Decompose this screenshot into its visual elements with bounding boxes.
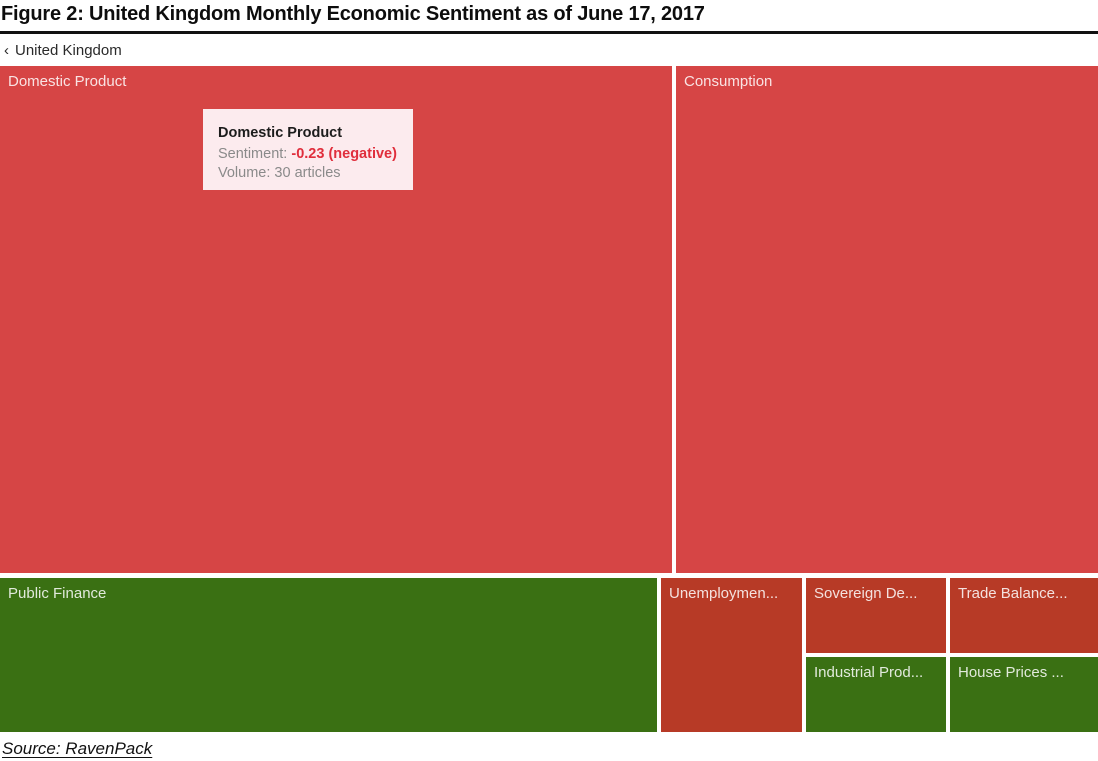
treemap-cell-sovereign-debt[interactable]: Sovereign De... [806, 578, 946, 653]
treemap-cell-label: House Prices ... [958, 664, 1064, 681]
tooltip-title: Domestic Product [218, 125, 343, 141]
treemap-cell-public-finance[interactable]: Public Finance [0, 578, 657, 732]
treemap: Domestic Product Consumption Public Financ… [0, 66, 1098, 732]
treemap-cell-label: Domestic Product [8, 73, 127, 90]
treemap-cell-label: Sovereign De... [814, 585, 918, 602]
tooltip-sentiment-line: Sentiment: -0.23 (negative) [218, 145, 413, 164]
figure-title: Figure 2: United Kingdom Monthly Economi… [1, 3, 705, 25]
treemap-cell-label: Consumption [684, 73, 773, 90]
back-chevron-icon[interactable]: ‹ [4, 42, 9, 59]
treemap-cell-house-prices[interactable]: House Prices ... [950, 657, 1098, 732]
treemap-cell-unemployment[interactable]: Unemploymen... [661, 578, 802, 732]
treemap-cell-consumption[interactable]: Consumption [676, 66, 1098, 573]
tooltip-sentiment-value: -0.23 (negative) [291, 146, 397, 162]
tooltip: Domestic Product Sentiment: -0.23 (negat… [203, 109, 413, 190]
treemap-cell-label: Trade Balance... [958, 585, 1068, 602]
treemap-cell-label: Industrial Prod... [814, 664, 924, 681]
breadcrumb[interactable]: ‹ United Kingdom [4, 42, 122, 59]
treemap-cell-label: Public Finance [8, 585, 107, 602]
tooltip-volume: Volume: 30 articles [218, 165, 341, 181]
treemap-cell-label: Unemploymen... [669, 585, 779, 602]
source-text: Source: RavenPack [2, 739, 153, 758]
source-note: Source: RavenPack [2, 739, 1098, 759]
treemap-cell-industrial-production[interactable]: Industrial Prod... [806, 657, 946, 732]
treemap-cell-trade-balance[interactable]: Trade Balance... [950, 578, 1098, 653]
breadcrumb-label[interactable]: United Kingdom [15, 42, 122, 59]
tooltip-sentiment-label: Sentiment: [218, 146, 288, 162]
figure-header: Figure 2: United Kingdom Monthly Economi… [0, 0, 1098, 34]
